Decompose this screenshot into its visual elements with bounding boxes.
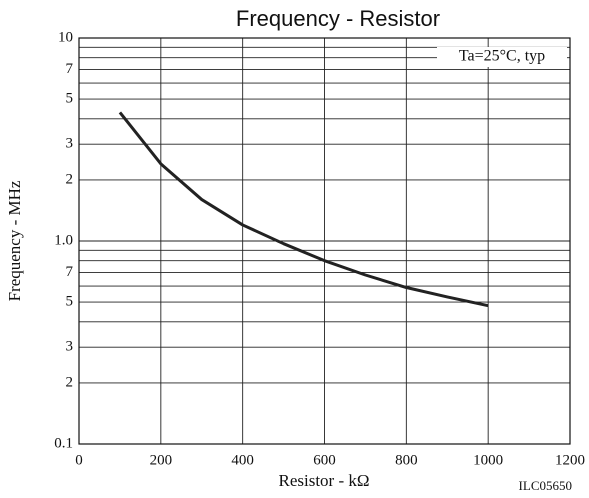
x-tick-label: 800 (395, 452, 418, 468)
y-tick-label: 0.1 (54, 435, 73, 451)
y-tick-label: 1.0 (54, 232, 73, 248)
x-tick-label: 400 (231, 452, 254, 468)
x-tick-label: 200 (150, 452, 173, 468)
y-tick-label: 7 (66, 264, 74, 280)
plot-frame (78, 37, 571, 445)
y-tick-label: 7 (66, 61, 74, 77)
y-tick-label: 3 (66, 136, 74, 152)
y-axis-label: Frequency - MHz (5, 180, 24, 301)
y-tick-label: 2 (66, 171, 74, 187)
x-axis-label: Resistor - kΩ (278, 471, 369, 490)
y-tick-label: 2 (66, 374, 74, 390)
x-tick-label: 1200 (555, 452, 585, 468)
x-tick-label: 600 (313, 452, 336, 468)
y-tick-label: 10 (58, 29, 73, 45)
y-tick-label: 5 (66, 294, 74, 310)
y-tick-label: 3 (66, 339, 74, 355)
annotation: Ta=25°C, typ (459, 48, 545, 65)
data-line (118, 111, 489, 308)
x-tick-label: 1000 (473, 452, 503, 468)
x-tick-label: 0 (75, 452, 83, 468)
footnote: ILC05650 (519, 478, 572, 493)
y-tick-label: 5 (66, 91, 74, 107)
annotation-box (437, 47, 567, 67)
chart-title: Frequency - Resistor (236, 6, 440, 31)
